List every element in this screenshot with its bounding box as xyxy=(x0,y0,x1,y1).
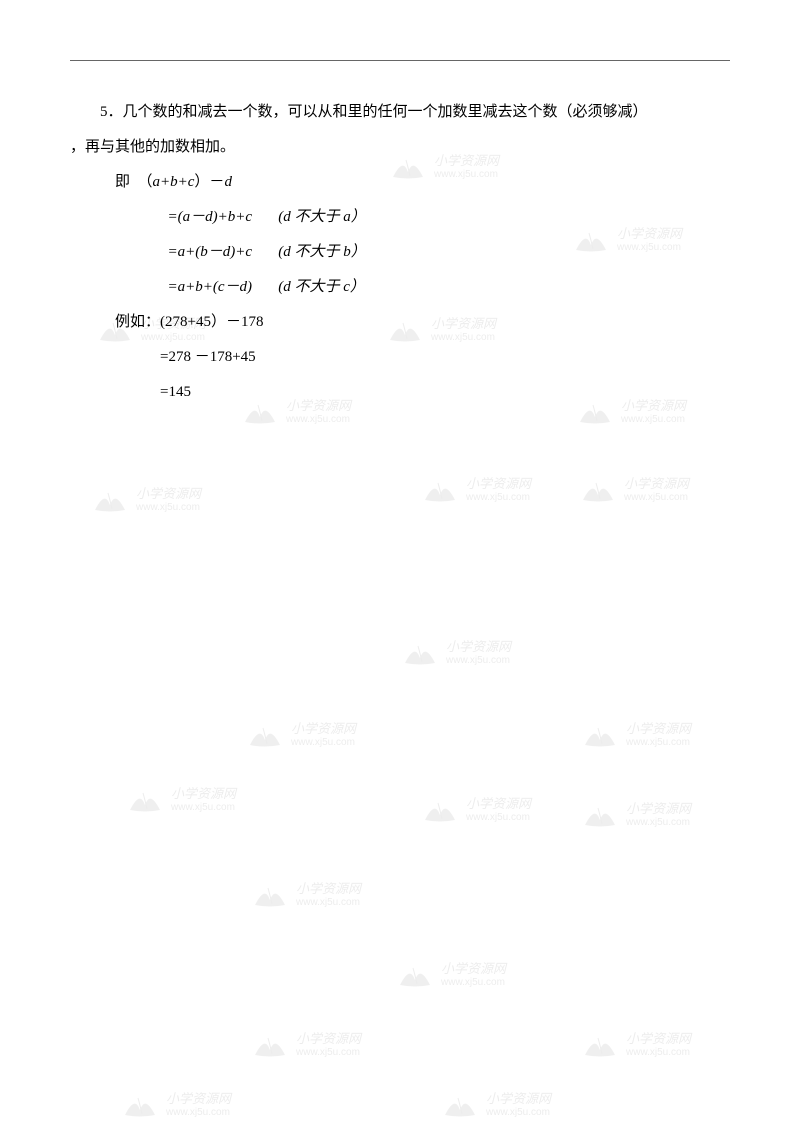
content-block: 5．几个数的和减去一个数，可以从和里的任何一个加数里减去这个数（必须够减） ，再… xyxy=(70,96,730,409)
rule-paragraph-line1: 5．几个数的和减去一个数，可以从和里的任何一个加数里减去这个数（必须够减） xyxy=(70,96,730,129)
condition-2: (d 不大于 b） xyxy=(278,244,366,260)
cond2-text: (d 不大于 b） xyxy=(278,244,366,260)
equation-2: =a+(b－d)+c (d 不大于 b） xyxy=(70,236,730,269)
rule-text-2: ，再与其他的加数相加。 xyxy=(70,139,235,155)
equation-3: =a+b+(c－d) (d 不大于 c） xyxy=(70,271,730,304)
cond1-text: (d 不大于 a） xyxy=(278,209,366,225)
condition-3: (d 不大于 c） xyxy=(278,279,365,295)
eq2-text: =a+(b－d)+c xyxy=(168,244,253,260)
rule-text-1: 5．几个数的和减去一个数，可以从和里的任何一个加数里减去这个数（必须够减） xyxy=(100,104,648,120)
example-step-1: =278 －178+45 xyxy=(70,341,730,374)
example-label: 例如：(278+45）－178 xyxy=(70,306,730,339)
eq1-text: =(a－d)+b+c xyxy=(168,209,253,225)
example-step-2: =145 xyxy=(70,376,730,409)
example-step2-text: =145 xyxy=(160,384,191,400)
formula-expr: a+b+c xyxy=(153,174,195,190)
cond3-text: (d 不大于 c） xyxy=(278,279,365,295)
eq3-text: =a+b+(c－d) xyxy=(168,279,253,295)
page-container: 5．几个数的和减去一个数，可以从和里的任何一个加数里减去这个数（必须够减） ，再… xyxy=(0,0,800,1132)
example-step1-text: =278 －178+45 xyxy=(160,349,256,365)
equation-1: =(a－d)+b+c (d 不大于 a） xyxy=(70,201,730,234)
rule-paragraph-line2: ，再与其他的加数相加。 xyxy=(70,131,730,164)
example-label-text: 例如：(278+45）－178 xyxy=(115,314,263,330)
condition-1: (d 不大于 a） xyxy=(278,209,366,225)
formula-intro: 即 （ xyxy=(115,174,153,190)
formula-close: ）－ xyxy=(194,174,224,190)
top-rule xyxy=(70,60,730,61)
formula-d: d xyxy=(224,174,232,190)
formula-main: 即 （a+b+c）－d xyxy=(70,166,730,199)
